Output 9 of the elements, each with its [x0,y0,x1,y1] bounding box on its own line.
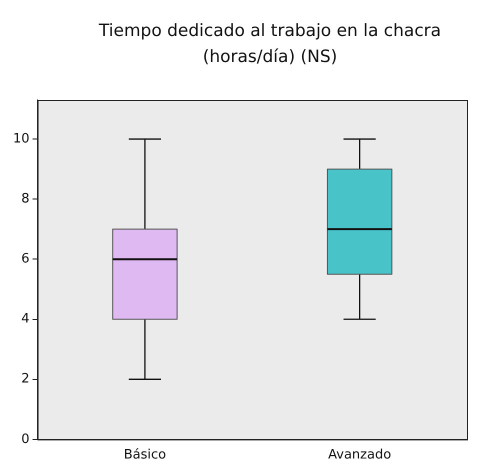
x-tick-label: Avanzado [328,448,392,463]
x-tick-label: Básico [124,448,166,463]
y-tick-label: 0 [21,432,30,447]
y-tick-label: 2 [21,372,30,387]
chart-title: Tiempo dedicado al trabajo en la chacra (horas/día) (NS) [98,20,442,69]
y-tick-label: 8 [21,191,30,206]
y-tick-label: 10 [12,131,30,146]
y-tick-label: 6 [21,252,30,267]
y-tick-label: 4 [21,312,30,327]
